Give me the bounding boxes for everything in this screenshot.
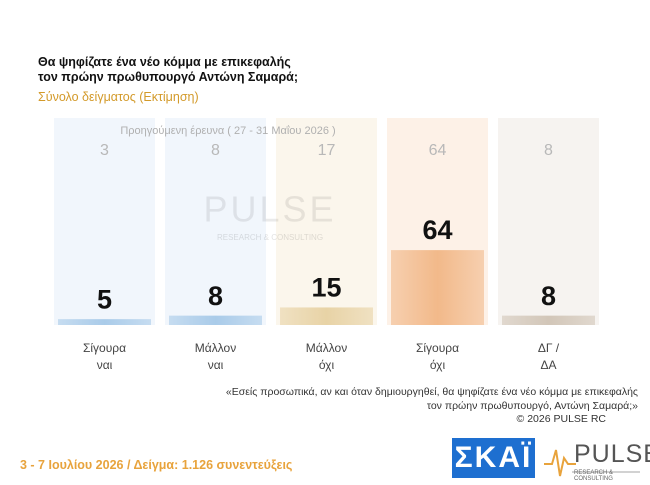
previous-value: 17 [318,142,336,159]
category-label: ΔΓ / ΔΑ [537,341,560,372]
value-label: 5 [97,284,112,314]
value-label: 8 [208,281,223,311]
previous-value: 8 [544,142,553,159]
column-background [498,118,599,325]
column-background [54,118,155,325]
bar [58,319,151,325]
column-background [165,118,266,325]
bar [391,250,484,325]
previous-value: 8 [211,142,220,159]
previous-value: 3 [100,142,109,159]
bar [169,315,262,325]
note: «Εσείς προσωπικά, αν και όταν δημιουργηθ… [225,386,638,412]
logo-skai: ΣΚΑΪ [452,438,535,478]
title: Θα ψηφίζατε ένα νέο κόμμα με επικεφαλής … [38,55,299,84]
previous-value: 64 [429,142,447,159]
category-label: Μάλλον όχι [305,341,348,372]
category-label: Μάλλον ναι [194,341,237,372]
value-label: 15 [311,273,341,303]
column-background [276,118,377,325]
footer: 3 - 7 Ιουλίου 2026 / Δείγμα: 1.126 συνεν… [20,458,293,472]
copyright: © 2026 PULSE RC [516,413,606,425]
subtitle: Σύνολο δείγματος (Εκτίμηση) [38,90,199,104]
watermark: PULSE [203,189,336,230]
watermark-sub: RESEARCH & CONSULTING [217,233,323,242]
logo-pulse-sub: RESEARCH & CONSULTING [574,470,614,482]
logo-pulse: PULSE [574,440,650,468]
previous-label: Προηγούμενη έρευνα ( 27 - 31 Μαΐου 2026 … [120,125,335,137]
bar [502,315,595,325]
category-label: Σίγουρα όχι [415,341,460,372]
category-label: Σίγουρα ναι [82,341,127,372]
logo-pulse-icon [544,449,640,477]
value-label: 64 [422,215,452,245]
bar [280,307,373,325]
value-label: 8 [541,281,556,311]
